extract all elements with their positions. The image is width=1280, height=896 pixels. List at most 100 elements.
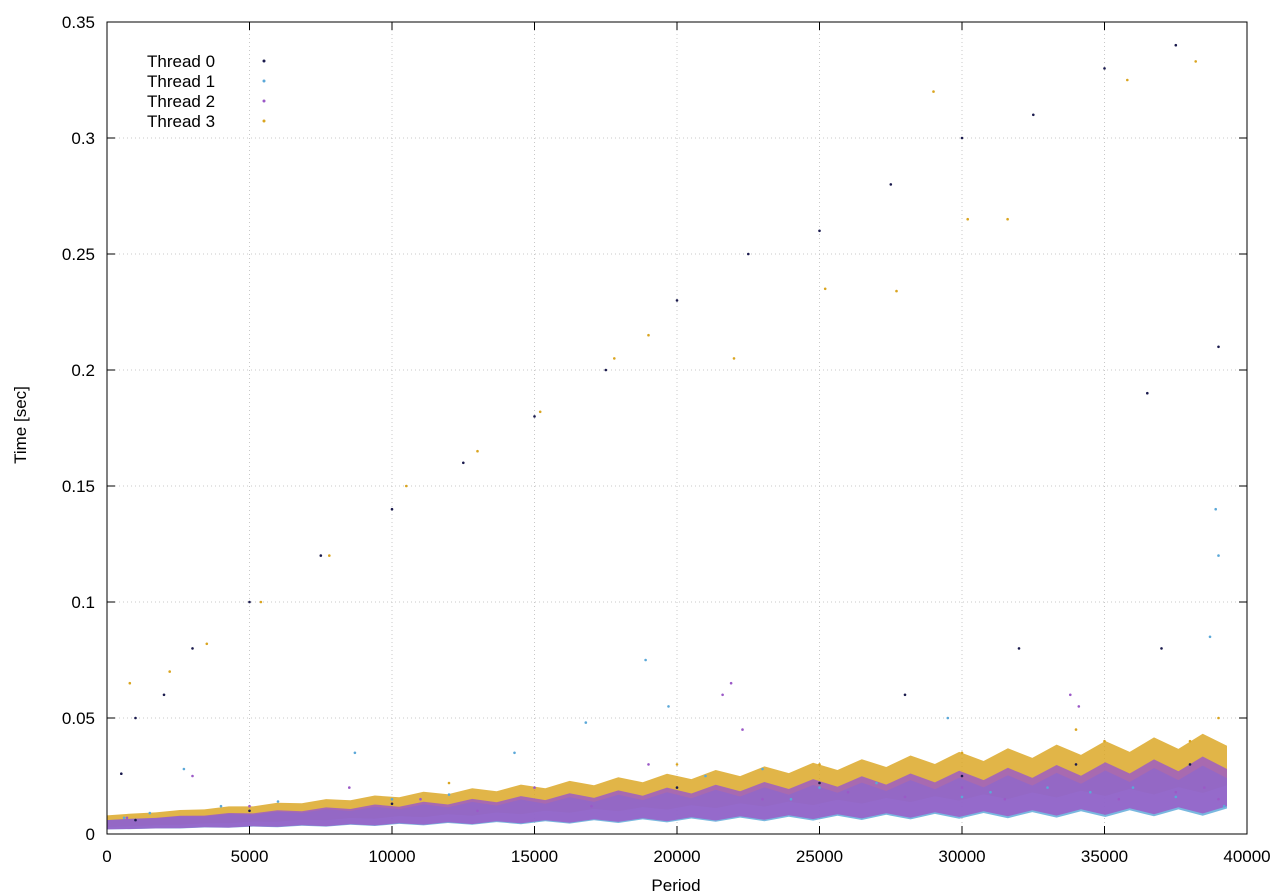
point-thread-0 (1074, 763, 1078, 766)
point-thread-0 (1032, 113, 1035, 117)
legend-label-thread-0: Thread 0 (147, 52, 215, 71)
point-thread-0 (248, 809, 251, 813)
y-axis-ticks: 0 0.05 0.1 0.15 0.2 0.25 0.3 0.35 (62, 13, 1247, 844)
point-thread-2 (1117, 797, 1121, 801)
point-thread-0 (1188, 763, 1192, 766)
y-tick-label: 0.2 (71, 361, 95, 380)
point-thread-0 (319, 554, 323, 557)
legend-label-thread-2: Thread 2 (147, 92, 215, 111)
point-thread-1 (946, 716, 950, 720)
y-tick-label: 0.25 (62, 245, 95, 264)
point-thread-0 (903, 693, 907, 697)
point-thread-3 (168, 670, 171, 673)
point-thread-0 (191, 647, 194, 650)
x-tick-label: 20000 (653, 847, 700, 866)
point-thread-3 (205, 642, 209, 646)
point-thread-0 (675, 786, 679, 789)
point-thread-3 (966, 217, 969, 221)
point-thread-1 (390, 797, 394, 801)
point-thread-1 (1046, 786, 1049, 789)
y-tick-label: 0.05 (62, 709, 95, 728)
y-axis-title: Time [sec] (11, 386, 30, 464)
density-band-thread-3 (107, 733, 1227, 827)
point-thread-0 (818, 229, 821, 233)
point-thread-2 (1203, 786, 1206, 789)
point-thread-0 (162, 693, 166, 697)
grid-lines (107, 22, 1247, 834)
point-thread-1 (513, 751, 516, 755)
point-thread-1 (148, 811, 152, 815)
point-thread-0 (120, 772, 123, 775)
point-thread-1 (875, 781, 878, 785)
x-tick-label: 40000 (1223, 847, 1270, 866)
point-thread-2 (590, 804, 593, 808)
point-thread-3 (1126, 78, 1129, 82)
point-thread-0 (462, 461, 465, 465)
point-thread-3 (538, 410, 542, 414)
point-thread-3 (613, 357, 616, 360)
point-thread-1 (761, 767, 764, 771)
point-thread-0 (960, 136, 964, 140)
point-thread-2 (729, 681, 733, 685)
point-thread-0 (1103, 67, 1106, 70)
point-thread-2 (846, 790, 850, 794)
point-thread-0 (248, 600, 251, 604)
point-thread-2 (348, 786, 351, 789)
point-thread-3 (647, 333, 650, 337)
point-thread-1 (704, 774, 707, 778)
y-tick-label: 0 (86, 825, 95, 844)
x-tick-label: 5000 (231, 847, 269, 866)
point-thread-2 (903, 795, 907, 799)
point-thread-2 (647, 763, 650, 766)
point-thread-3 (328, 554, 331, 557)
point-thread-0 (390, 507, 394, 511)
point-thread-2 (741, 728, 744, 731)
point-thread-1 (1208, 635, 1212, 639)
y-tick-label: 0.35 (62, 13, 95, 32)
point-thread-1 (447, 793, 451, 796)
point-thread-2 (191, 774, 194, 778)
point-thread-0 (134, 818, 137, 822)
point-thread-2 (419, 797, 422, 801)
point-thread-3 (405, 484, 408, 488)
point-thread-3 (447, 781, 451, 785)
point-thread-0 (960, 774, 964, 778)
point-thread-3 (823, 287, 827, 291)
point-thread-1 (1174, 795, 1178, 799)
point-thread-3 (960, 751, 964, 755)
point-thread-2 (476, 809, 479, 813)
point-thread-0 (1217, 345, 1220, 349)
point-thread-2 (125, 816, 129, 820)
point-thread-1 (667, 705, 670, 708)
point-thread-2 (761, 797, 764, 801)
point-thread-1 (1089, 790, 1092, 794)
point-thread-3 (259, 600, 263, 604)
point-thread-1 (789, 797, 793, 801)
y-tick-label: 0.15 (62, 477, 95, 496)
point-thread-2 (1217, 797, 1220, 801)
point-thread-0 (390, 802, 394, 806)
legend-marker-thread-3 (262, 119, 266, 123)
point-thread-0 (604, 368, 608, 372)
point-thread-0 (675, 299, 679, 302)
point-thread-2 (1174, 790, 1178, 794)
legend-label-thread-1: Thread 1 (147, 72, 215, 91)
y-tick-label: 0.3 (71, 129, 95, 148)
point-thread-2 (1077, 705, 1081, 708)
point-thread-1 (818, 786, 821, 789)
point-thread-1 (960, 795, 964, 799)
x-tick-label: 30000 (938, 847, 985, 866)
point-thread-1 (989, 790, 992, 794)
point-thread-0 (1160, 647, 1163, 650)
point-thread-1 (1131, 786, 1135, 789)
point-thread-2 (248, 804, 251, 808)
point-thread-0 (533, 415, 536, 418)
point-thread-3 (128, 681, 132, 685)
scatter-points (120, 43, 1226, 822)
x-axis-title: Period (651, 876, 700, 895)
point-thread-2 (1069, 693, 1072, 697)
point-thread-0 (818, 781, 821, 785)
point-thread-3 (1188, 739, 1192, 743)
point-thread-1 (182, 767, 186, 771)
point-thread-3 (1006, 217, 1009, 221)
